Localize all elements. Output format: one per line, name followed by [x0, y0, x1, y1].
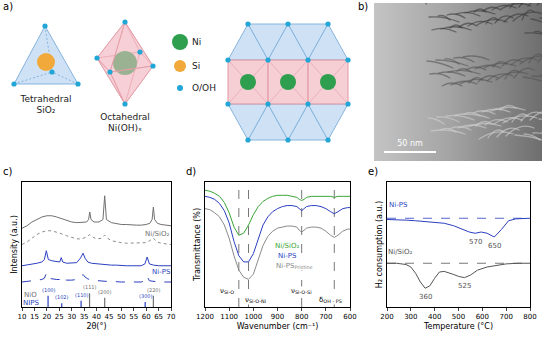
svg-text:Ni-PS: Ni-PS [389, 201, 408, 209]
svg-text:(111): (111) [83, 284, 96, 290]
svg-text:Octahedral: Octahedral [100, 112, 150, 122]
svg-text:(220): (220) [147, 287, 160, 293]
svg-text:400: 400 [428, 313, 441, 321]
svg-text:SiO₂: SiO₂ [37, 105, 56, 115]
svg-text:300: 300 [404, 313, 417, 321]
svg-text:65: 65 [154, 313, 163, 321]
svg-text:Ni/SiO₂: Ni/SiO₂ [275, 242, 299, 250]
svg-text:50: 50 [117, 313, 126, 321]
svg-text:1000: 1000 [244, 313, 262, 321]
svg-text:800: 800 [523, 313, 536, 321]
svg-text:60: 60 [142, 313, 151, 321]
svg-text:NiO: NiO [24, 291, 37, 299]
svg-text:Si: Si [192, 61, 200, 71]
svg-text:700: 700 [319, 313, 332, 321]
svg-text:Ni-PS: Ni-PS [152, 268, 171, 276]
svg-text:40: 40 [92, 313, 101, 321]
svg-text:Temperature (°C): Temperature (°C) [423, 322, 493, 331]
svg-text:Ni/SiO₂: Ni/SiO₂ [145, 230, 169, 238]
svg-text:360: 360 [419, 293, 432, 301]
svg-text:ν​Si-O-Ni​: ν​Si-O-Ni​ [245, 296, 266, 304]
svg-text:650: 650 [488, 242, 501, 250]
html-text:b): b) [358, 1, 369, 12]
svg-text:500: 500 [452, 313, 465, 321]
svg-text:Ni/SiO₂: Ni/SiO₂ [388, 248, 412, 256]
svg-text:1100: 1100 [220, 313, 238, 321]
svg-text:Transmittance (%): Transmittance (%) [193, 208, 202, 282]
svg-text:525: 525 [458, 282, 471, 290]
svg-text:Tetrahedral: Tetrahedral [20, 94, 72, 104]
html-text:d): d) [186, 166, 197, 177]
svg-text:15: 15 [30, 313, 39, 321]
svg-text:600: 600 [343, 313, 356, 321]
svg-text:20: 20 [42, 313, 51, 321]
svg-text:Intensity (a.u.): Intensity (a.u.) [10, 215, 19, 274]
svg-text:2θ(°): 2θ(°) [86, 322, 106, 331]
svg-text:50 nm: 50 nm [397, 139, 423, 148]
svg-text:Ni: Ni [192, 37, 201, 47]
svg-text:Ni-PS​Pristine​: Ni-PS​Pristine​ [276, 262, 313, 270]
svg-text:70: 70 [167, 313, 176, 321]
svg-text:25: 25 [55, 313, 64, 321]
svg-text:Ni-PS: Ni-PS [278, 252, 297, 260]
svg-text:900: 900 [271, 313, 284, 321]
svg-text:(300): (300) [139, 293, 152, 299]
svg-text:10: 10 [18, 313, 27, 321]
html-text:a): a) [3, 1, 13, 12]
svg-text:H₂ consumption (a.u.): H₂ consumption (a.u.) [375, 201, 384, 288]
svg-text:30: 30 [67, 313, 76, 321]
svg-text:1200: 1200 [196, 313, 214, 321]
svg-text:45: 45 [104, 313, 113, 321]
html-text:c): c) [3, 166, 13, 177]
svg-text:Wavenumber (cm⁻¹): Wavenumber (cm⁻¹) [237, 322, 319, 331]
svg-text:700: 700 [499, 313, 512, 321]
svg-text:Ni(OH)ₓ: Ni(OH)ₓ [108, 123, 142, 133]
svg-text:55: 55 [129, 313, 138, 321]
svg-text:O/OH: O/OH [192, 83, 216, 93]
svg-text:δ​OH - PS​: δ​OH - PS​ [319, 296, 342, 304]
svg-text:200: 200 [380, 313, 393, 321]
svg-text:ν​Si-O​: ν​Si-O​ [220, 287, 234, 295]
svg-text:NIPS: NIPS [23, 299, 40, 307]
svg-text:(200): (200) [98, 289, 111, 295]
svg-text:570: 570 [469, 238, 482, 246]
svg-text:35: 35 [80, 313, 89, 321]
svg-text:600: 600 [476, 313, 489, 321]
svg-text:ν​Si-O-Si​: ν​Si-O-Si​ [291, 287, 312, 295]
svg-text:(100): (100) [42, 287, 55, 293]
svg-text:(102): (102) [55, 294, 68, 300]
svg-text:(110): (110) [75, 292, 88, 298]
html-text:e): e) [368, 166, 379, 177]
svg-text:800: 800 [295, 313, 308, 321]
